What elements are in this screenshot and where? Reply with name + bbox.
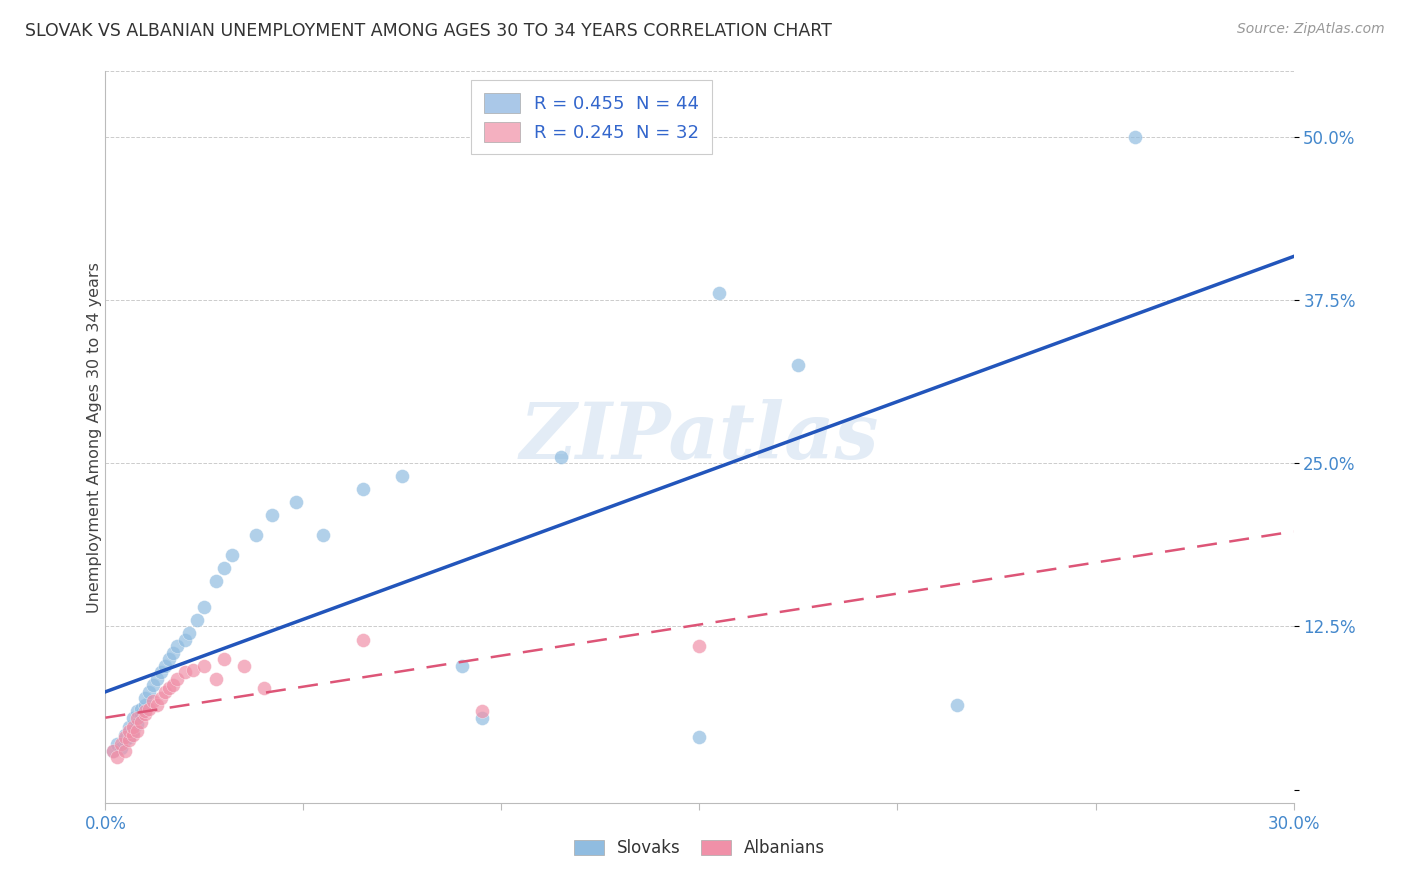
Text: ZIPatlas: ZIPatlas — [520, 399, 879, 475]
Y-axis label: Unemployment Among Ages 30 to 34 years: Unemployment Among Ages 30 to 34 years — [87, 261, 101, 613]
Text: SLOVAK VS ALBANIAN UNEMPLOYMENT AMONG AGES 30 TO 34 YEARS CORRELATION CHART: SLOVAK VS ALBANIAN UNEMPLOYMENT AMONG AG… — [25, 22, 832, 40]
Text: Source: ZipAtlas.com: Source: ZipAtlas.com — [1237, 22, 1385, 37]
Legend: Slovaks, Albanians: Slovaks, Albanians — [567, 832, 832, 864]
